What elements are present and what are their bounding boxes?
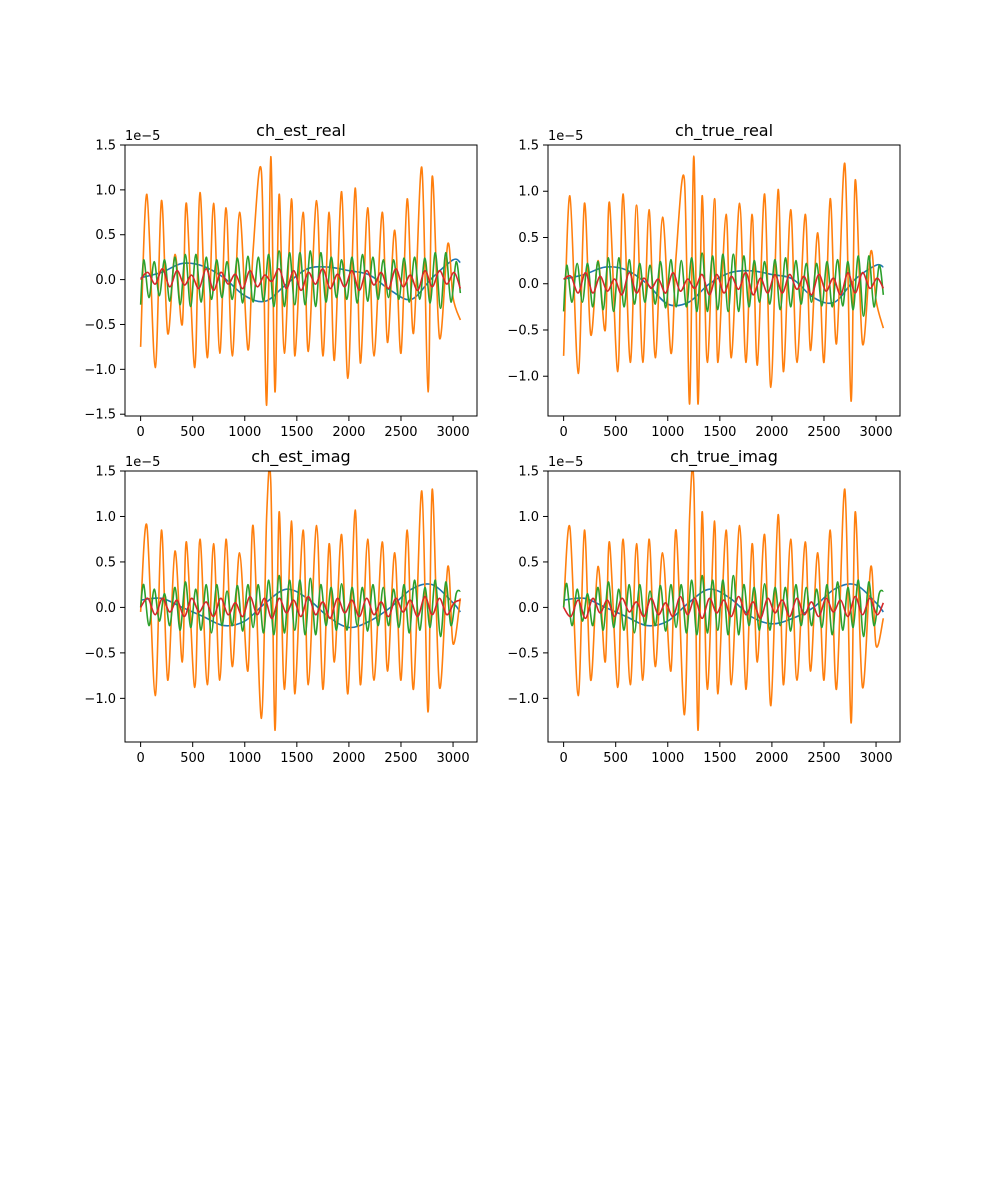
x-tick-label: 2500 — [807, 425, 840, 440]
series-line-3 — [139, 250, 462, 310]
subplot-ch_true_real: ch_true_real 1e−5 0 500 1000 1500 2000 2500 3000… — [507, 121, 901, 440]
x-tick-label: 500 — [603, 751, 628, 766]
series-group — [139, 155, 462, 407]
y-tick-label: −1.5 — [84, 408, 116, 423]
x-tick-label: 500 — [180, 751, 205, 766]
x-tick-label: 2500 — [384, 751, 417, 766]
y-tick-label: 0.5 — [518, 555, 539, 570]
subplot-title: ch_true_real — [675, 121, 773, 141]
subplot-ch_est_imag: ch_est_imag 1e−5 0 500 1000 1500 2000 2500 3000 −… — [84, 447, 478, 766]
series-line-3 — [139, 574, 461, 638]
axes-frame — [547, 144, 901, 417]
x-tick-label: 2000 — [332, 751, 365, 766]
y-tick-label: −1.0 — [84, 363, 116, 378]
x-tick-label: 0 — [136, 751, 144, 766]
y-tick-label: 1.5 — [518, 465, 539, 480]
x-tick-label: 1500 — [280, 425, 313, 440]
y-tick-label: 0.5 — [95, 228, 116, 243]
x-tick-label: 1000 — [228, 751, 261, 766]
y-tick-label: 1.5 — [95, 139, 116, 154]
y-tick-label: 0.0 — [95, 601, 116, 616]
series-line-4 — [562, 595, 885, 620]
series-line-4 — [563, 271, 885, 296]
series-line-2 — [139, 155, 462, 407]
series-line-3 — [562, 574, 884, 638]
x-tick-label: 2500 — [807, 751, 840, 766]
series-line-2 — [562, 155, 885, 405]
y-tick-label: 1.5 — [518, 139, 539, 154]
x-tick-label: 2000 — [755, 425, 788, 440]
subplot-ch_est_real: ch_est_real 1e−5 0 500 1000 1500 2000 2500 3000 −… — [84, 121, 478, 440]
x-tick-label: 3000 — [860, 751, 893, 766]
x-tick-label: 2000 — [755, 751, 788, 766]
y-tick-label: −1.0 — [84, 692, 116, 707]
y-tick-label: 0.0 — [518, 277, 539, 292]
y-tick-label: 1.0 — [518, 510, 539, 525]
axes-frame — [124, 470, 478, 743]
y-tick-label: 1.0 — [95, 183, 116, 198]
x-tick-label: 500 — [603, 425, 628, 440]
x-tick-label: 500 — [180, 425, 205, 440]
y-tick-label: 0.0 — [95, 273, 116, 288]
x-tick-label: 1000 — [651, 751, 684, 766]
y-tick-label: 0.5 — [518, 231, 539, 246]
x-tick-label: 0 — [559, 751, 567, 766]
y-offset-label: 1e−5 — [548, 455, 583, 470]
x-tick-label: 2000 — [332, 425, 365, 440]
x-tick-label: 1500 — [703, 751, 736, 766]
series-group — [139, 471, 462, 731]
y-tick-label: −1.0 — [507, 370, 539, 385]
y-tick-label: 1.0 — [518, 185, 539, 200]
y-tick-label: −0.5 — [84, 646, 116, 661]
series-group — [562, 471, 885, 731]
axes-frame — [124, 144, 478, 417]
x-tick-label: 3000 — [437, 751, 470, 766]
x-tick-label: 1500 — [280, 751, 313, 766]
series-line-4 — [140, 268, 462, 292]
subplot-title: ch_est_imag — [251, 447, 350, 467]
y-tick-label: −0.5 — [84, 318, 116, 333]
y-tick-label: 0.0 — [518, 601, 539, 616]
axes-frame — [547, 470, 901, 743]
series-line-2 — [562, 471, 885, 731]
y-tick-label: 1.0 — [95, 510, 116, 525]
subplot-title: ch_est_real — [256, 121, 346, 141]
y-tick-label: −1.0 — [507, 692, 539, 707]
y-tick-label: 1.5 — [95, 465, 116, 480]
series-line-3 — [562, 252, 885, 317]
y-tick-label: 0.5 — [95, 555, 116, 570]
y-offset-label: 1e−5 — [125, 455, 160, 470]
x-tick-label: 1500 — [703, 425, 736, 440]
y-tick-label: −0.5 — [507, 646, 539, 661]
subplot-title: ch_true_imag — [670, 447, 778, 467]
series-group — [562, 155, 885, 405]
x-tick-label: 3000 — [860, 425, 893, 440]
x-tick-label: 0 — [559, 425, 567, 440]
y-offset-label: 1e−5 — [125, 129, 160, 144]
x-tick-label: 1000 — [228, 425, 261, 440]
subplot-ch_true_imag: ch_true_imag 1e−5 0 500 1000 1500 2000 2500 3000… — [507, 447, 901, 766]
x-tick-label: 2500 — [384, 425, 417, 440]
y-offset-label: 1e−5 — [548, 129, 583, 144]
y-tick-label: −0.5 — [507, 323, 539, 338]
x-tick-label: 1000 — [651, 425, 684, 440]
x-tick-label: 0 — [136, 425, 144, 440]
x-tick-label: 3000 — [437, 425, 470, 440]
series-line-4 — [139, 595, 461, 620]
